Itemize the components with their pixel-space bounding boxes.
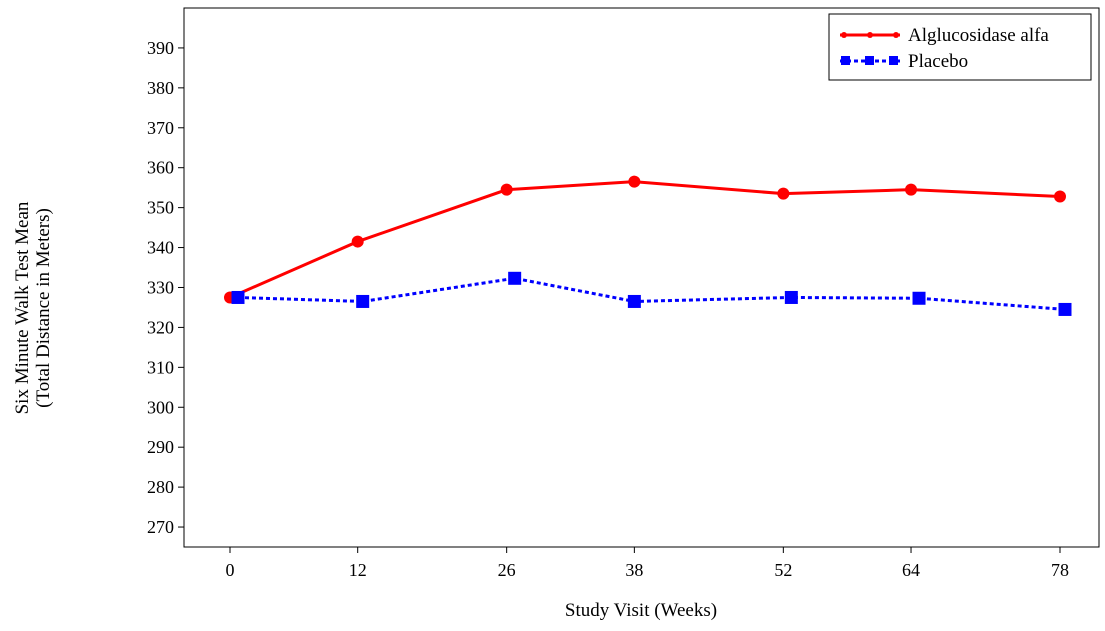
x-tick-label: 78 [1051,560,1069,580]
data-point-placebo [508,271,522,285]
y-axis-title-line-2: (Total Distance in Meters) [33,208,54,408]
legend-label-alglucosidase: Alglucosidase alfa [908,25,1049,46]
data-point-placebo [356,294,370,308]
data-point-alglucosidase-alfa [500,183,513,196]
legend-marker-alglucosidase [867,32,873,38]
data-point-alglucosidase-alfa [1054,190,1066,203]
x-tick-label: 26 [498,560,516,580]
y-tick-label: 330 [147,277,174,297]
y-axis: 270 280 290 300 310 320 330 340 350 360 370 380 390 [147,38,184,537]
series-layer [224,175,1072,316]
y-tick-label: 350 [147,198,174,218]
x-axis: 0 12 26 38 52 64 78 [226,547,1069,580]
data-point-placebo [1058,302,1072,316]
data-point-placebo [231,290,245,304]
y-tick-label: 290 [147,437,174,457]
legend-marker-alglucosidase [893,32,899,38]
data-point-alglucosidase-alfa [628,175,641,188]
data-point-alglucosidase-alfa [777,187,790,200]
legend-marker-placebo [865,56,874,65]
x-tick-label: 12 [349,560,367,580]
y-tick-label: 320 [147,317,174,337]
plot-frame [183,7,1100,548]
legend-box [828,13,1092,81]
x-tick-label: 38 [625,560,643,580]
legend-marker-placebo [889,56,898,65]
legend-marker-alglucosidase [841,32,847,38]
data-point-alglucosidase-alfa [905,183,918,196]
data-point-placebo [784,290,798,304]
y-tick-label: 360 [147,158,174,178]
y-tick-label: 300 [147,397,174,417]
x-tick-label: 52 [774,560,792,580]
y-tick-label: 370 [147,118,174,138]
y-tick-label: 340 [147,238,174,258]
legend: Alglucosidase alfa Placebo [828,13,1092,81]
x-tick-label: 0 [226,560,235,580]
x-tick-label: 64 [902,560,920,580]
legend-label-placebo: Placebo [908,51,968,72]
y-tick-label: 270 [147,517,174,537]
legend-marker-placebo [841,56,850,65]
data-point-alglucosidase-alfa [351,235,364,248]
data-point-placebo [912,291,926,305]
y-tick-label: 390 [147,38,174,58]
y-tick-label: 310 [147,357,174,377]
y-tick-label: 280 [147,477,174,497]
y-axis-title-line-1: Six Minute Walk Test Mean [12,201,33,414]
x-axis-title: Study Visit (Weeks) [565,600,717,621]
data-point-placebo [627,294,641,308]
y-axis-title-group: Six Minute Walk Test Mean (Total Distanc… [12,201,54,414]
y-tick-label: 380 [147,78,174,98]
